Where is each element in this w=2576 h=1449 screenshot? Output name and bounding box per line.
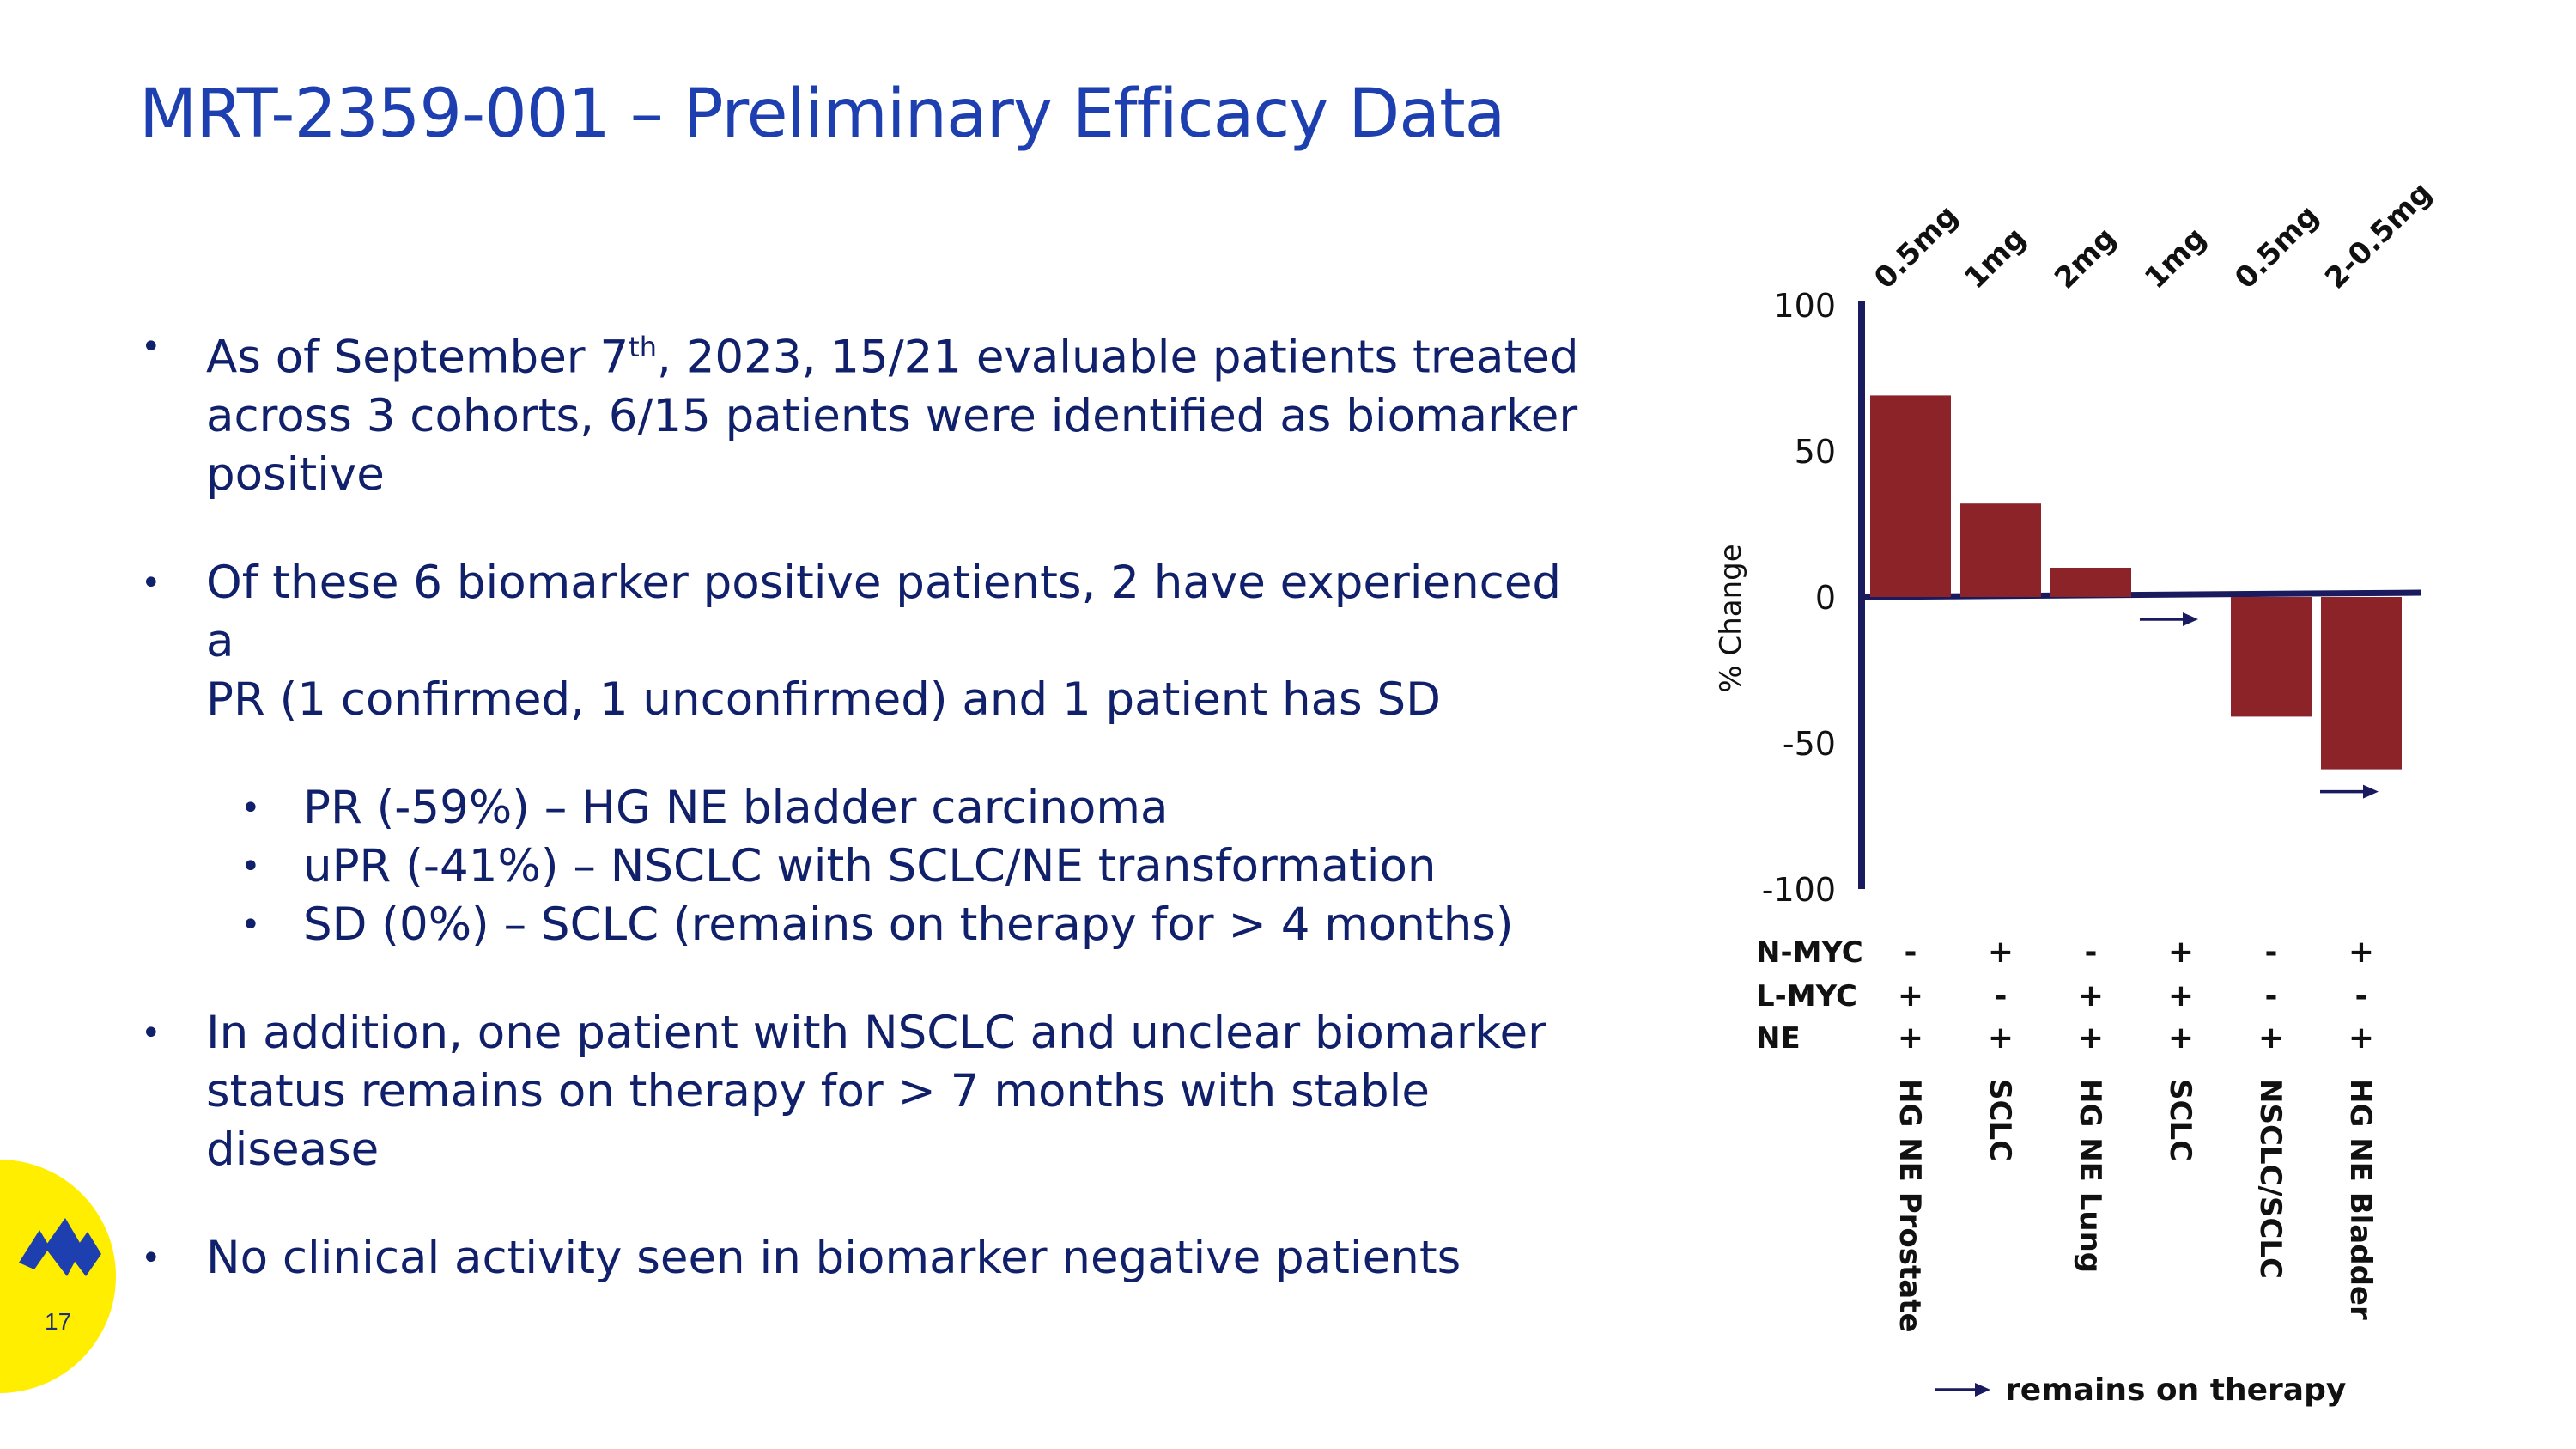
dose-label: 1mg: [2138, 221, 2213, 295]
bullet-item: As of September 7th, 2023, 15/21 evaluab…: [137, 318, 1597, 504]
biomarker-row-label: N-MYC: [1756, 935, 1863, 970]
sub-bullet-item: uPR (-41%) – NSCLC with SCLC/NE transfor…: [137, 837, 1597, 896]
legend-arrow-head: [1975, 1383, 1990, 1397]
biomarker-sign: +: [2078, 978, 2104, 1014]
y-tick-label: 100: [1773, 287, 1836, 325]
remains-on-therapy-arrow-head: [2363, 784, 2379, 799]
page-title: MRT-2359-001 – Preliminary Efficacy Data: [139, 76, 1505, 153]
bullet-list: As of September 7th, 2023, 15/21 evaluab…: [137, 318, 1597, 1288]
sub-bullet-item: SD (0%) – SCLC (remains on therapy for >…: [137, 896, 1597, 954]
dose-label: 2mg: [2048, 221, 2123, 295]
category-label: HG NE Bladder: [2343, 1079, 2378, 1320]
category-label: NSCLC/SCLC: [2253, 1079, 2287, 1279]
biomarker-sign: +: [2078, 1020, 2104, 1056]
bar: [2231, 597, 2312, 717]
biomarker-sign: -: [2265, 978, 2278, 1014]
biomarker-sign: -: [2085, 935, 2098, 970]
biomarker-sign: +: [2168, 1020, 2194, 1056]
company-logo: [19, 1218, 101, 1276]
biomarker-sign: -: [2265, 935, 2278, 970]
dose-label: 1mg: [1958, 221, 2032, 295]
biomarker-sign: +: [1898, 1020, 1923, 1056]
biomarker-sign: +: [1988, 935, 2014, 970]
biomarker-sign: +: [2348, 1020, 2374, 1056]
biomarker-row-label: L-MYC: [1756, 979, 1857, 1014]
dose-label: 0.5mg: [2228, 198, 2325, 295]
category-label: HG NE Prostate: [1893, 1079, 1927, 1333]
sub-bullet-item: PR (-59%) – HG NE bladder carcinoma: [137, 779, 1597, 837]
category-label: SCLC: [2163, 1079, 2197, 1161]
biomarker-sign: -: [1905, 935, 1917, 970]
bar: [1870, 395, 1951, 597]
bar: [1960, 503, 2041, 597]
biomarker-sign: +: [2168, 978, 2194, 1014]
page-number: 17: [45, 1308, 72, 1335]
biomarker-sign: +: [2168, 935, 2194, 970]
bullet-item: Of these 6 biomarker positive patients, …: [137, 554, 1597, 729]
biomarker-sign: +: [1988, 1020, 2014, 1056]
y-tick-label: 50: [1795, 433, 1836, 471]
y-axis-label: % Change: [1714, 544, 1748, 692]
biomarker-sign: +: [2348, 935, 2374, 970]
y-tick-label: 0: [1815, 579, 1836, 617]
biomarker-sign: +: [1898, 978, 1923, 1014]
y-tick-label: -100: [1762, 871, 1836, 909]
bullet-item: In addition, one patient with NSCLC and …: [137, 1004, 1597, 1179]
zero-line: [1861, 589, 2422, 600]
biomarker-sign: -: [2355, 978, 2368, 1014]
dose-label: 0.5mg: [1868, 198, 1965, 295]
dose-label: 2-0.5mg: [2318, 176, 2439, 296]
bar: [2321, 597, 2402, 770]
category-label: SCLC: [1983, 1079, 2017, 1161]
remains-on-therapy-arrow-head: [2183, 612, 2198, 626]
category-label: HG NE Lung: [2073, 1079, 2107, 1273]
biomarker-sign: -: [1995, 978, 2008, 1014]
biomarker-row-label: NE: [1756, 1021, 1801, 1056]
y-tick-label: -50: [1783, 725, 1836, 763]
legend-label: remains on therapy: [2005, 1373, 2346, 1408]
bullet-item: No clinical activity seen in biomarker n…: [137, 1229, 1597, 1288]
bar: [2050, 568, 2131, 597]
biomarker-sign: +: [2258, 1020, 2284, 1056]
